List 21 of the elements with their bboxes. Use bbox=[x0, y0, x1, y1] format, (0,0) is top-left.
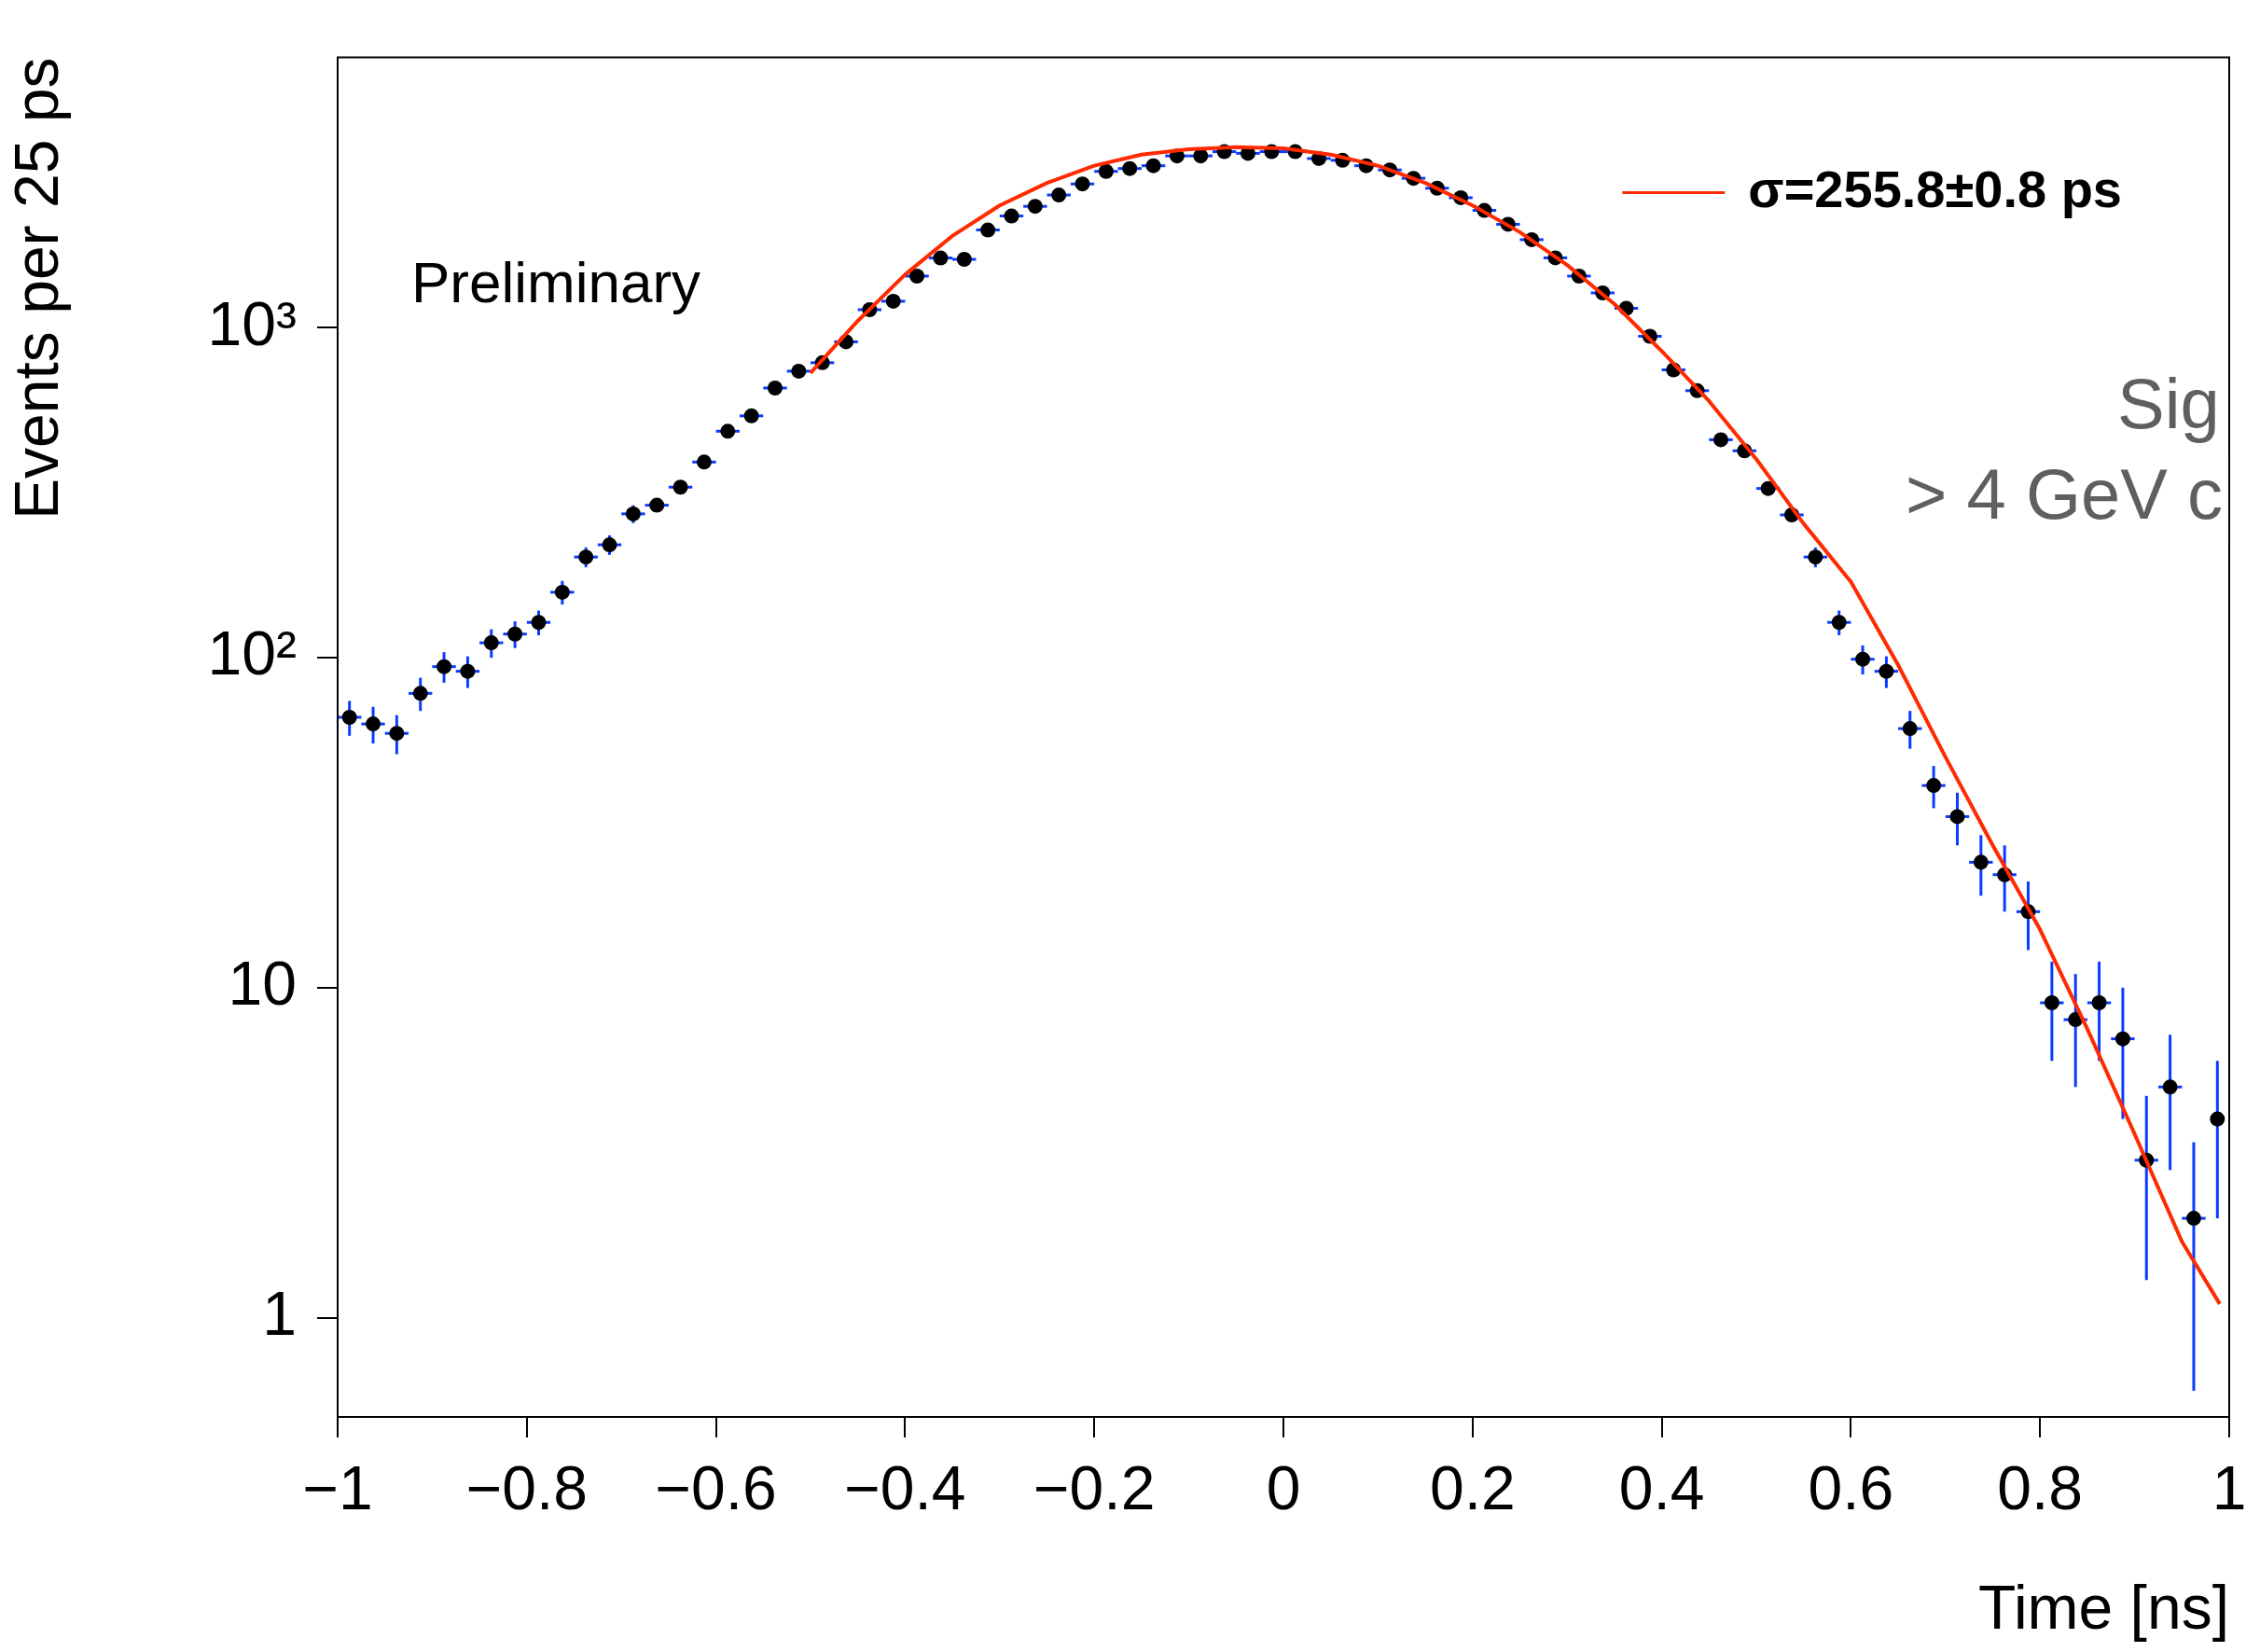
annotation: > 4 GeV c bbox=[1906, 453, 2224, 534]
x-tick-label: 0 bbox=[1266, 1453, 1301, 1523]
x-tick-label: 0.6 bbox=[1808, 1453, 1894, 1523]
x-tick-label: −1 bbox=[302, 1453, 373, 1523]
y-tick-label: 1 bbox=[262, 1278, 297, 1348]
x-tick-label: 1 bbox=[2211, 1453, 2246, 1523]
x-tick-label: −0.6 bbox=[655, 1453, 777, 1523]
y-tick-label: 10³ bbox=[207, 288, 297, 358]
annotation: Preliminary bbox=[411, 249, 701, 314]
y-tick-label: 10² bbox=[207, 618, 297, 688]
legend-label: σ=255.8±0.8 ps bbox=[1748, 160, 2122, 219]
x-axis-title: Time [ns] bbox=[1978, 1572, 2229, 1642]
annotation: Sig bbox=[2117, 363, 2220, 443]
x-tick-label: −0.2 bbox=[1033, 1453, 1156, 1523]
x-tick-label: 0.4 bbox=[1618, 1453, 1705, 1523]
y-tick-label: 10 bbox=[228, 949, 297, 1019]
y-axis-title: Events per 25 ps bbox=[1, 57, 71, 520]
x-tick-label: −0.8 bbox=[465, 1453, 588, 1523]
x-tick-label: 0.2 bbox=[1429, 1453, 1516, 1523]
x-tick-label: −0.4 bbox=[844, 1453, 966, 1523]
x-tick-label: 0.8 bbox=[1997, 1453, 2084, 1523]
